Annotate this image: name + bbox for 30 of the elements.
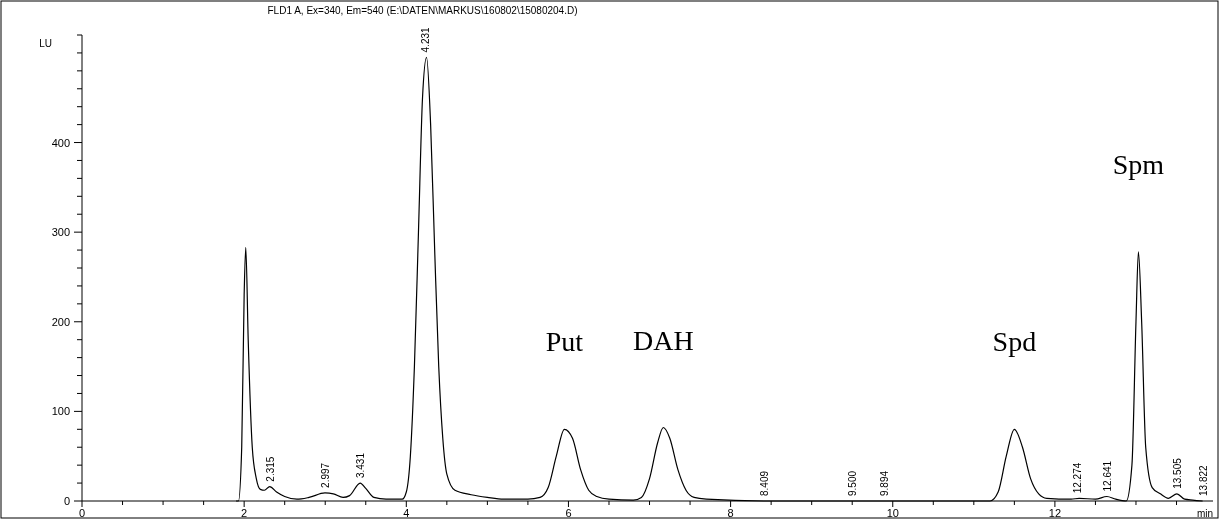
x-tick-label: 6 bbox=[565, 507, 572, 519]
y-tick-label: 400 bbox=[51, 136, 70, 149]
x-tick-label: 12 bbox=[1048, 507, 1062, 519]
y-axis-title: LU bbox=[39, 38, 52, 49]
annotation: Spd bbox=[992, 326, 1037, 358]
annotation: 13.505 bbox=[1171, 457, 1183, 489]
y-tick-label: 300 bbox=[51, 226, 70, 239]
x-tick-label: 4 bbox=[403, 507, 410, 519]
annotation: 13.822 bbox=[1197, 464, 1209, 496]
x-axis-title: min bbox=[1196, 508, 1213, 519]
x-tick-label: 10 bbox=[886, 507, 899, 519]
annotation: 4.231 bbox=[420, 26, 432, 53]
annotation: 9.500 bbox=[847, 470, 859, 496]
annotation: 8.409 bbox=[758, 470, 770, 496]
annotation: 2.315 bbox=[264, 456, 276, 482]
x-tick-label: 0 bbox=[78, 507, 86, 519]
y-tick-label: 200 bbox=[51, 315, 70, 328]
annotation: DAH bbox=[632, 324, 694, 356]
annotation: Spm bbox=[1112, 148, 1165, 180]
annotation: 3.431 bbox=[355, 452, 367, 479]
annotation: 12.274 bbox=[1072, 462, 1084, 494]
annotation: 12.641 bbox=[1101, 460, 1113, 492]
y-tick-label: 0 bbox=[63, 495, 70, 507]
annotation: 2.997 bbox=[319, 462, 331, 488]
x-tick-label: 8 bbox=[727, 507, 734, 519]
annotation: 9.894 bbox=[879, 470, 891, 496]
y-tick-label: 100 bbox=[51, 405, 70, 418]
chart-title: FLD1 A, Ex=340, Em=540 (E:\DATEN\MARKUS\160802\15080204.D) bbox=[267, 5, 578, 16]
x-tick-label: 2 bbox=[241, 507, 248, 519]
annotation: Put bbox=[545, 326, 584, 358]
